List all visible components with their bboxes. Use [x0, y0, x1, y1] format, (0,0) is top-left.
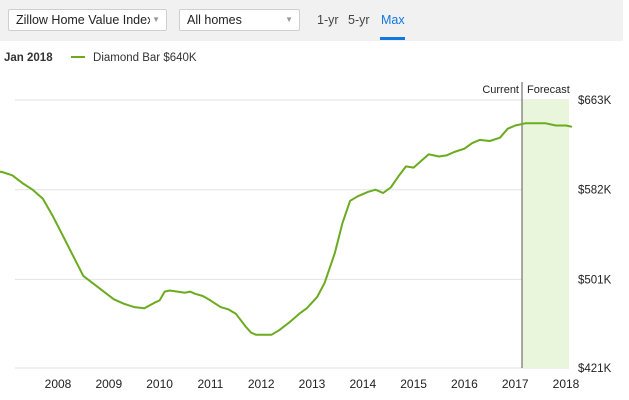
x-tick-label: 2012 [248, 377, 275, 391]
x-tick-label: 2010 [146, 377, 173, 391]
metric-select-value: Zillow Home Value Index [16, 13, 150, 27]
legend-series-label: Diamond Bar $640K [93, 52, 197, 64]
series-line-0 [0, 122, 573, 336]
chevron-down-icon: ▼ [285, 15, 293, 24]
x-tick-label: 2013 [299, 377, 326, 391]
chart-toolbar: Zillow Home Value Index ▼ All homes ▼ 1-… [0, 0, 623, 41]
chart-grid [15, 99, 569, 369]
forecast-label: Forecast [527, 84, 570, 96]
forecast-area [522, 100, 569, 368]
chart-markers: Current Forecast [482, 84, 569, 96]
x-tick-label: 2017 [502, 377, 529, 391]
metric-select[interactable]: Zillow Home Value Index ▼ [8, 9, 167, 31]
chart-legend: Jan 2018 Diamond Bar $640K [4, 52, 197, 64]
y-tick-label: $501K [578, 274, 612, 286]
x-tick-label: 2009 [95, 377, 122, 391]
chevron-down-icon: ▼ [152, 15, 160, 24]
current-label: Current [482, 84, 519, 96]
x-axis: 2008 2009 2010 2011 2012 2013 2014 2015 2016 2017… [45, 377, 580, 391]
range-max-button[interactable]: Max [381, 13, 405, 27]
range-1yr-button[interactable]: 1-yr [317, 13, 339, 27]
y-tick-label: $582K [578, 185, 612, 197]
y-tick-label: $421K [578, 363, 612, 375]
x-tick-label: 2014 [349, 377, 376, 391]
x-tick-label: 2015 [400, 377, 427, 391]
x-tick-label: 2016 [451, 377, 478, 391]
x-tick-label: 2018 [553, 377, 580, 391]
series-group [0, 122, 573, 336]
legend-swatch [70, 55, 85, 58]
active-range-indicator [380, 37, 405, 40]
legend-date: Jan 2018 [4, 52, 53, 64]
x-tick-label: 2011 [197, 377, 223, 391]
forecast-region [521, 82, 569, 368]
y-tick-label: $663K [578, 95, 612, 107]
home-type-select-value: All homes [187, 13, 242, 27]
y-axis: $663K $582K $501K $421K [578, 95, 612, 375]
range-5yr-button[interactable]: 5-yr [348, 13, 370, 27]
x-tick-label: 2008 [45, 377, 72, 391]
home-type-select[interactable]: All homes ▼ [179, 9, 300, 31]
